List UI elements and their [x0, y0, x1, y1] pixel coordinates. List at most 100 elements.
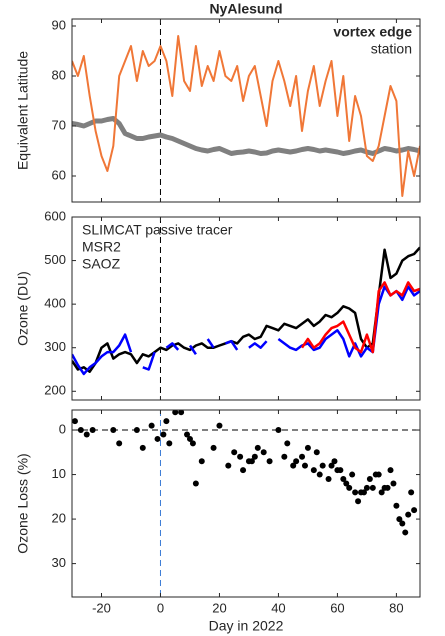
data-point: [248, 458, 255, 465]
data-point: [375, 471, 382, 478]
data-point: [366, 476, 373, 483]
legend-entry: SLIMCAT passive tracer: [82, 222, 233, 238]
x-tick-label: 60: [330, 600, 344, 615]
data-point: [343, 480, 350, 487]
data-point: [346, 484, 353, 491]
data-point: [304, 444, 311, 451]
data-point: [393, 502, 400, 509]
y-tick-label: 60: [52, 167, 66, 182]
x-tick-label: 0: [157, 600, 164, 615]
data-point: [178, 410, 185, 416]
data-point: [172, 410, 179, 416]
data-point: [290, 462, 297, 469]
data-point: [116, 440, 123, 447]
data-point: [210, 444, 217, 451]
data-point: [251, 453, 258, 460]
series-line: [72, 246, 420, 373]
y-tick-label: 400: [44, 296, 66, 311]
data-point: [266, 458, 273, 465]
data-point: [166, 440, 173, 447]
data-point: [275, 427, 282, 434]
data-point: [225, 462, 232, 469]
data-point: [331, 458, 338, 465]
legend-entry: SAOZ: [82, 256, 121, 272]
data-point: [237, 453, 244, 460]
x-tick-label: 80: [389, 600, 403, 615]
data-point: [148, 422, 155, 429]
series-line: [72, 285, 420, 376]
data-point: [192, 480, 199, 487]
data-point: [77, 427, 84, 434]
legend-entry: station: [371, 41, 412, 57]
plot-area: [72, 410, 420, 597]
data-point: [363, 484, 370, 491]
data-point: [349, 471, 356, 478]
y-tick-label: 300: [44, 339, 66, 354]
y-tick-label: 90: [52, 17, 66, 32]
y-tick-label: 600: [44, 208, 66, 223]
data-point: [369, 484, 376, 491]
y-tick-label: 0: [59, 421, 66, 436]
data-point: [378, 489, 385, 496]
data-point: [72, 418, 78, 425]
y-tick-label: 70: [52, 117, 66, 132]
legend-entry: MSR2: [82, 239, 121, 255]
plot-area: [72, 19, 420, 202]
data-point: [231, 449, 238, 456]
y-axis-label: Ozone (DU): [15, 271, 31, 346]
series-line: [72, 116, 420, 156]
x-tick-label: 20: [212, 600, 226, 615]
y-axis-label: Ozone Loss (%): [15, 453, 31, 553]
data-point: [316, 471, 323, 478]
legend-entry: vortex edge: [333, 24, 412, 40]
axes-box: [71, 216, 421, 401]
data-point: [360, 489, 367, 496]
data-point: [184, 431, 191, 438]
data-point: [384, 484, 391, 491]
data-point: [89, 427, 96, 434]
data-point: [405, 511, 412, 518]
data-point: [299, 453, 306, 460]
data-point: [390, 480, 397, 487]
data-point: [163, 418, 170, 425]
x-tick-label: 40: [271, 600, 285, 615]
data-point: [216, 422, 223, 429]
series-line: [72, 35, 420, 197]
data-point: [154, 435, 161, 442]
data-point: [254, 444, 261, 451]
data-point: [260, 449, 267, 456]
data-point: [160, 431, 167, 438]
x-tick-label: -20: [92, 600, 111, 615]
data-point: [110, 427, 117, 434]
data-point: [352, 489, 359, 496]
axes-box: [71, 18, 421, 203]
data-point: [310, 467, 317, 474]
data-point: [83, 431, 90, 438]
series-line: [300, 281, 420, 354]
data-point: [411, 507, 418, 514]
data-point: [139, 444, 146, 451]
data-point: [313, 449, 320, 456]
plot-area: [72, 217, 420, 400]
data-point: [402, 529, 409, 536]
y-tick-label: 30: [52, 555, 66, 570]
data-point: [399, 520, 406, 527]
axes-box: [71, 409, 421, 598]
y-tick-label: 20: [52, 511, 66, 526]
x-axis-label: Day in 2022: [209, 618, 284, 634]
data-point: [186, 435, 193, 442]
chart-title: NyAlesund: [209, 1, 282, 17]
data-point: [408, 489, 415, 496]
data-point: [189, 440, 196, 447]
data-point: [133, 427, 140, 434]
data-point: [240, 467, 247, 474]
y-tick-label: 200: [44, 383, 66, 398]
y-tick-label: 80: [52, 67, 66, 82]
data-point: [340, 476, 347, 483]
data-point: [284, 440, 291, 447]
y-axis-label: Equivalent Latitude: [15, 51, 31, 170]
data-point: [325, 476, 332, 483]
data-point: [396, 516, 403, 523]
data-point: [328, 462, 335, 469]
